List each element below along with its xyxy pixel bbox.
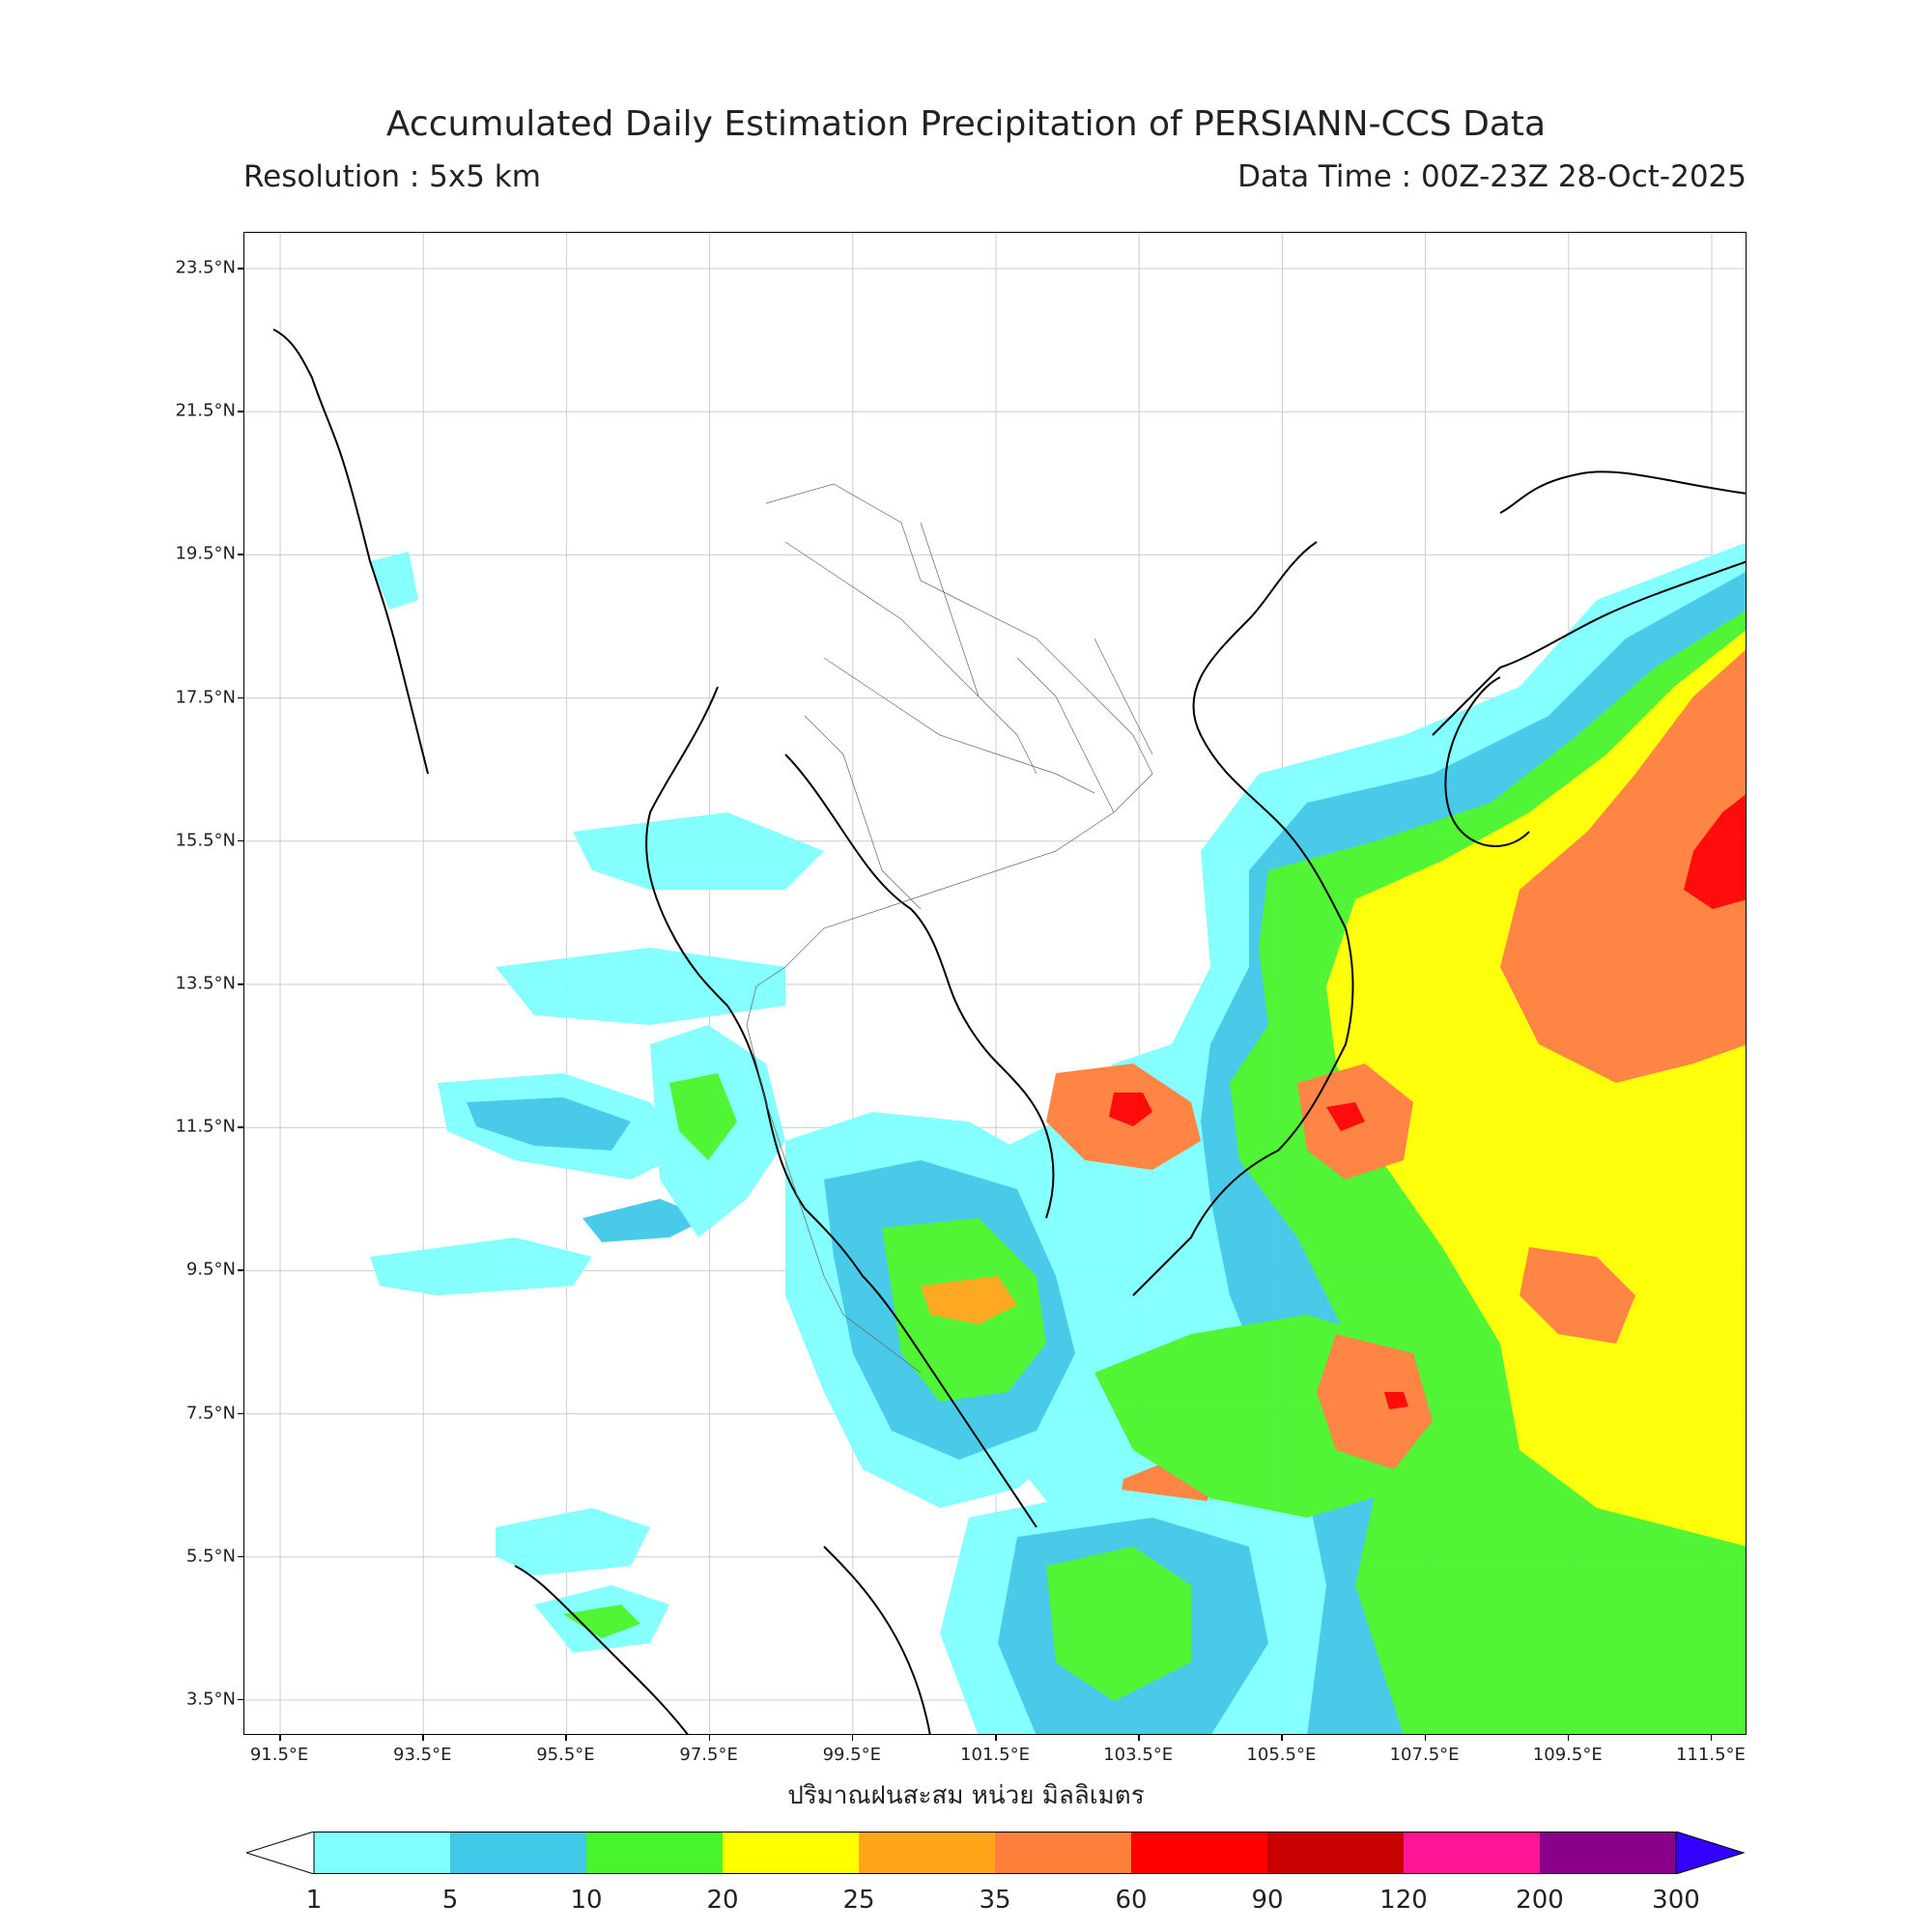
lon-tick-label: 105.5°E <box>1246 1745 1317 1765</box>
lon-tick-mark <box>279 1735 281 1741</box>
colorbar-tick-label: 5 <box>441 1886 459 1915</box>
lat-tick-label: 15.5°N <box>175 830 236 851</box>
colorbar-tick-label: 1 <box>305 1886 323 1915</box>
resolution-label: Resolution : 5x5 km <box>243 159 541 194</box>
rain-area-south-red <box>1326 1102 1365 1131</box>
lat-tick-label: 19.5°N <box>175 543 236 564</box>
lat-tick-label: 13.5°N <box>175 973 236 994</box>
lon-tick-mark <box>565 1735 567 1741</box>
rain-area-south-band-orange <box>1317 1334 1433 1469</box>
lon-tick-label: 111.5°E <box>1675 1745 1746 1765</box>
colorbar-tick-label: 90 <box>1251 1886 1284 1915</box>
colorbar-segment <box>586 1832 723 1874</box>
colorbar-segment <box>859 1832 995 1874</box>
precipitation-map <box>244 233 1746 1734</box>
colorbar <box>246 1832 1746 1874</box>
rain-area-myanmar-west <box>370 552 418 610</box>
rain-area-malaysia-west <box>496 1508 650 1576</box>
colorbar-tick-label: 10 <box>570 1886 603 1915</box>
lon-tick-mark <box>1710 1735 1713 1741</box>
rain-area-east-orange <box>1500 649 1746 1083</box>
lon-tick-mark <box>708 1735 711 1741</box>
lat-tick-label: 17.5°N <box>175 687 236 708</box>
rain-area-south-band-red <box>1384 1392 1408 1409</box>
rain-area-andaman-3 <box>496 948 785 1025</box>
lon-tick-label: 91.5°E <box>249 1745 309 1765</box>
lat-tick-mark <box>238 1269 243 1271</box>
lat-tick-mark <box>238 1555 243 1558</box>
lon-tick-mark <box>1281 1735 1283 1741</box>
lat-tick-label: 9.5°N <box>185 1259 236 1280</box>
lat-tick-label: 5.5°N <box>185 1546 236 1567</box>
lon-tick-mark <box>1138 1735 1140 1741</box>
lon-tick-label: 97.5°E <box>679 1745 738 1765</box>
lat-tick-mark <box>238 554 243 555</box>
lon-tick-label: 99.5°E <box>822 1745 882 1765</box>
colorbar-segment <box>450 1832 586 1874</box>
precipitation-field <box>370 542 1746 1734</box>
lon-tick-mark <box>1424 1735 1427 1741</box>
x-axis-label: ปริมาณฝนสะสม หน่วย มิลลิเมตร <box>787 1781 1145 1810</box>
colorbar-segment <box>995 1832 1131 1874</box>
lon-tick-label: 95.5°E <box>536 1745 595 1765</box>
colorbar-segment <box>1540 1832 1676 1874</box>
lat-tick-mark <box>238 1412 243 1415</box>
lon-tick-label: 101.5°E <box>960 1745 1030 1765</box>
lat-tick-label: 23.5°N <box>175 257 236 278</box>
colorbar-segment <box>723 1832 859 1874</box>
lon-tick-label: 103.5°E <box>1103 1745 1174 1765</box>
lon-tick-label: 107.5°E <box>1389 1745 1460 1765</box>
rain-area-andaman-4 <box>573 812 824 890</box>
colorbar-under-triangle <box>246 1832 315 1874</box>
lat-tick-mark <box>238 268 243 270</box>
colorbar-over-triangle <box>1675 1832 1746 1874</box>
colorbar-segment <box>314 1832 450 1874</box>
lat-tick-label: 21.5°N <box>175 400 236 421</box>
lon-tick-label: 93.5°E <box>393 1745 452 1765</box>
colorbar-tick-label: 300 <box>1652 1886 1700 1915</box>
lat-tick-label: 3.5°N <box>185 1689 236 1710</box>
colorbar-segment <box>1131 1832 1267 1874</box>
rain-area-sumatra-green <box>563 1605 640 1638</box>
colorbar-segment <box>1404 1832 1540 1874</box>
colorbar-outline <box>313 1832 1677 1874</box>
lon-tick-label: 109.5°E <box>1532 1745 1603 1765</box>
lon-tick-mark <box>851 1735 854 1741</box>
colorbar-tick-label: 35 <box>979 1886 1011 1915</box>
colorbar-tick-label: 60 <box>1115 1886 1148 1915</box>
rain-area-andaman-6 <box>582 1199 708 1242</box>
map-title: Accumulated Daily Estimation Precipitati… <box>385 104 1547 144</box>
coastlines <box>272 328 1746 1734</box>
rain-area-borneo-green <box>1046 1547 1191 1701</box>
rain-area-east-orange2 <box>1520 1247 1635 1344</box>
lat-tick-mark <box>238 1126 243 1128</box>
rain-area-cambodia-red <box>1109 1093 1152 1126</box>
lat-tick-mark <box>238 1698 243 1701</box>
rain-area-andaman-2 <box>467 1097 631 1151</box>
lat-tick-mark <box>238 696 243 699</box>
rain-area-peninsula-green <box>669 1073 737 1160</box>
lon-tick-mark <box>422 1735 424 1741</box>
lon-tick-mark <box>1567 1735 1570 1741</box>
colorbar-tick-label: 25 <box>842 1886 875 1915</box>
map-panel <box>243 232 1747 1735</box>
colorbar-segment <box>1267 1832 1404 1874</box>
colorbar-tick-label: 20 <box>706 1886 739 1915</box>
colorbar-tick-label: 200 <box>1516 1886 1564 1915</box>
lat-tick-mark <box>238 983 243 985</box>
lat-tick-label: 7.5°N <box>185 1403 236 1424</box>
lat-tick-mark <box>238 839 243 842</box>
rain-area-east-red <box>1684 794 1746 909</box>
rain-area-andaman-5 <box>370 1237 592 1295</box>
lat-tick-label: 11.5°N <box>175 1116 236 1137</box>
lon-tick-mark <box>995 1735 997 1741</box>
province-borders <box>746 483 1153 1374</box>
colorbar-tick-label: 120 <box>1379 1886 1428 1915</box>
data-time-label: Data Time : 00Z-23Z 28-Oct-2025 <box>1237 159 1747 194</box>
lat-tick-mark <box>238 411 243 412</box>
rain-area-gulf-orange <box>921 1276 1017 1324</box>
